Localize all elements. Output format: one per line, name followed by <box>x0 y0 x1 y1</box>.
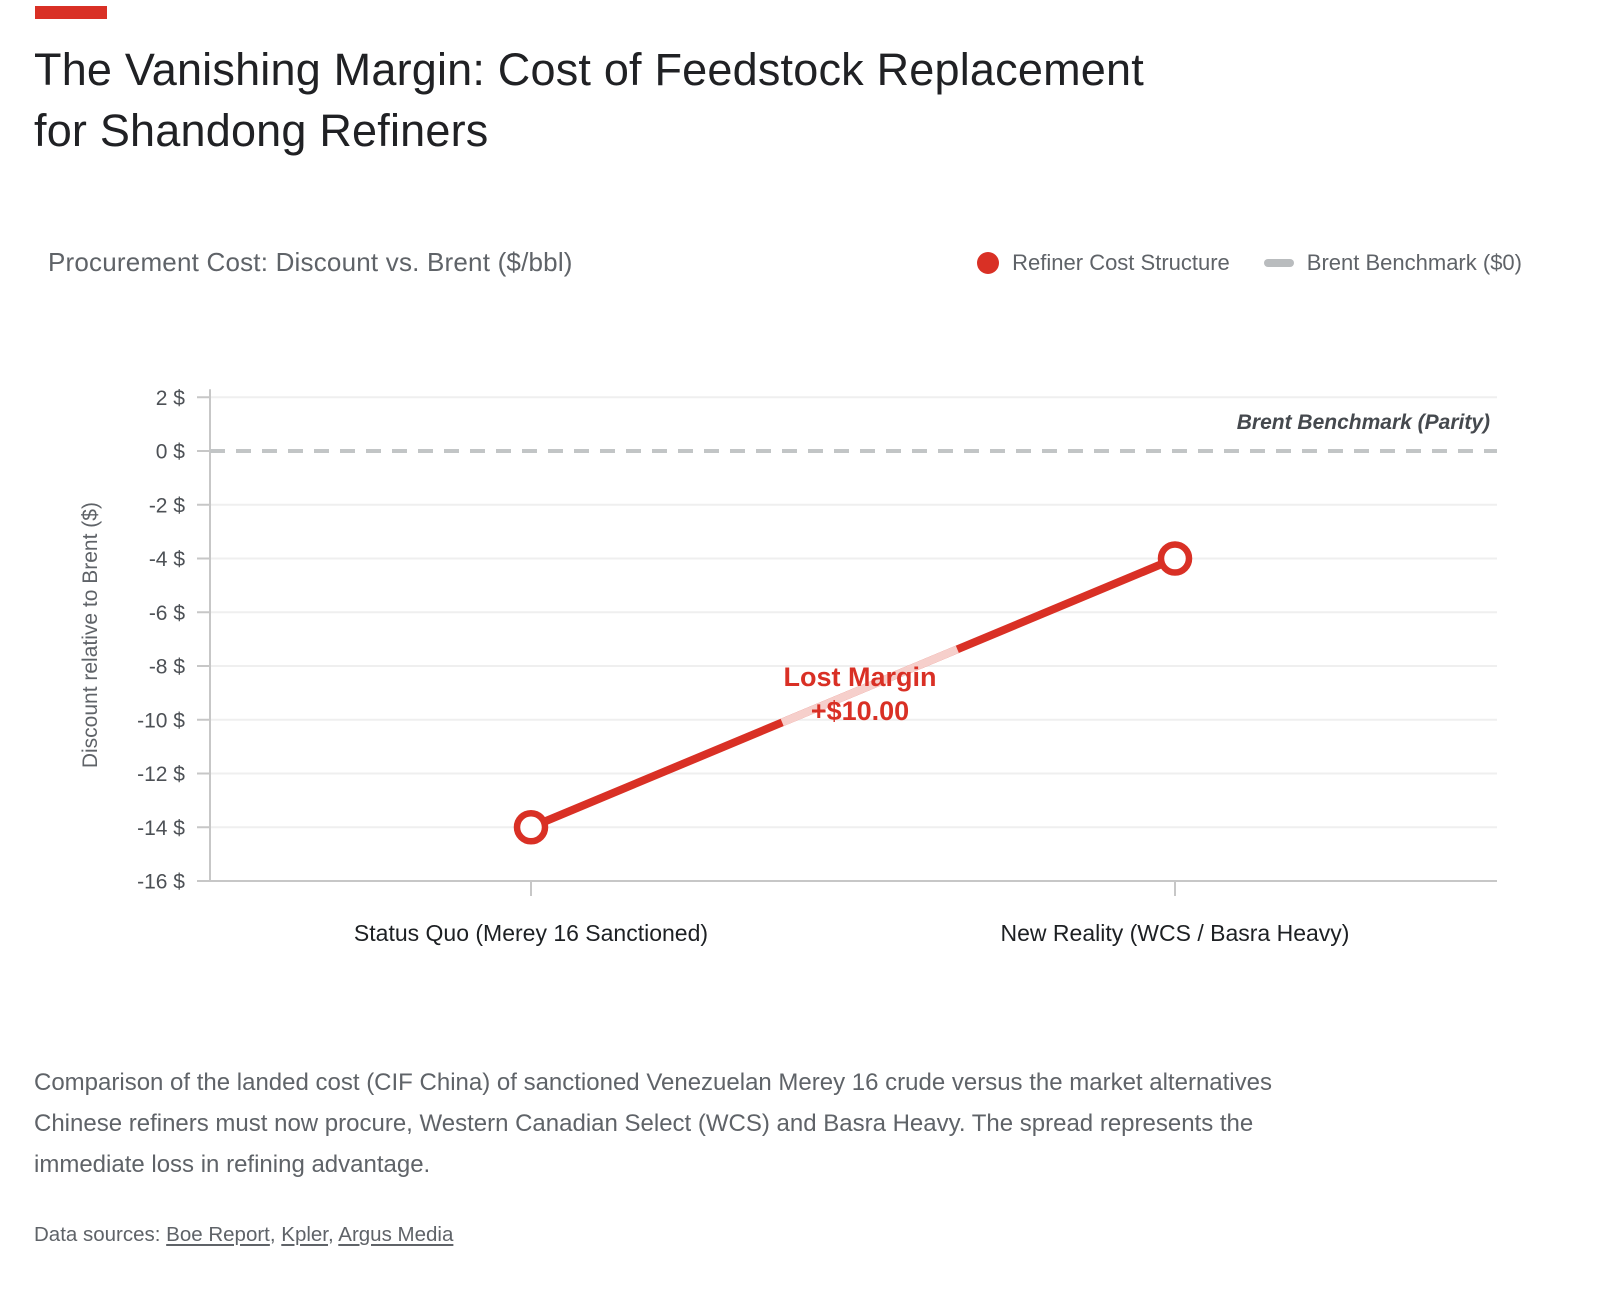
y-tick-label: -4 $ <box>149 548 186 571</box>
legend-dot-icon <box>977 251 1000 274</box>
accent-bar <box>35 6 107 19</box>
description-line: Chinese refiners must now procure, Weste… <box>34 1110 1254 1137</box>
legend-dash-icon <box>1263 258 1294 267</box>
page-title-line1: The Vanishing Margin: Cost of Feedstock … <box>34 44 1144 95</box>
chart-area: Brent Benchmark (Parity) Lost Margin +$10.… <box>0 329 1600 1019</box>
cost-line-faded-segment <box>780 645 959 727</box>
data-sources-prefix: Data sources: <box>34 1223 167 1246</box>
subtitle-legend-row: Procurement Cost: Discount vs. Brent ($/… <box>48 247 1522 278</box>
page-title: The Vanishing Margin: Cost of Feedstock … <box>34 39 1514 161</box>
y-tick-label: -16 $ <box>137 871 185 894</box>
y-tick-label: 0 $ <box>156 441 186 464</box>
lost-margin-value: +$10.00 <box>811 696 909 726</box>
source-link-boe-report[interactable]: Boe Report <box>166 1223 270 1246</box>
page-title-line2: for Shandong Refiners <box>34 105 489 156</box>
x-category-label: Status Quo (Merey 16 Sanctioned) <box>354 920 708 946</box>
chart-description: Comparison of the landed cost (CIF China… <box>34 1062 1534 1185</box>
legend-label-refiner-cost: Refiner Cost Structure <box>1012 249 1230 275</box>
y-tick-label: -8 $ <box>149 656 186 679</box>
x-category-label: New Reality (WCS / Basra Heavy) <box>1001 920 1350 946</box>
y-tick-label: -12 $ <box>137 763 185 786</box>
y-tick-label: -10 $ <box>137 709 185 732</box>
legend: Refiner Cost Structure Brent Benchmark (… <box>977 250 1522 276</box>
y-tick-label: 2 $ <box>156 387 186 410</box>
y-tick-label: -6 $ <box>149 602 186 625</box>
y-tick-label: -2 $ <box>149 494 186 517</box>
y-axis-title: Discount relative to Brent ($) <box>79 502 102 768</box>
data-point-marker-1[interactable] <box>1157 541 1193 576</box>
source-separator: , <box>328 1223 339 1246</box>
legend-item-refiner-cost: Refiner Cost Structure <box>977 250 1230 276</box>
source-link-argus-media[interactable]: Argus Media <box>338 1223 454 1246</box>
data-sources: Data sources: Boe Report, Kpler, Argus M… <box>34 1223 1566 1247</box>
source-link-kpler[interactable]: Kpler <box>281 1223 329 1246</box>
legend-item-brent-benchmark: Brent Benchmark ($0) <box>1263 249 1522 276</box>
lost-margin-label: Lost Margin <box>784 662 937 692</box>
description-line: Comparison of the landed cost (CIF China… <box>34 1069 1272 1096</box>
legend-label-brent-benchmark: Brent Benchmark ($0) <box>1306 249 1522 275</box>
y-tick-label: -14 $ <box>137 817 185 840</box>
chart-subtitle: Procurement Cost: Discount vs. Brent ($/… <box>48 247 573 277</box>
benchmark-annotation: Brent Benchmark (Parity) <box>1237 411 1490 434</box>
data-point-marker-0[interactable] <box>513 810 549 845</box>
source-separator: , <box>269 1223 282 1246</box>
procurement-cost-chart: Brent Benchmark (Parity) Lost Margin +$10.… <box>79 387 1497 946</box>
description-line: immediate loss in refining advantage. <box>34 1151 431 1178</box>
